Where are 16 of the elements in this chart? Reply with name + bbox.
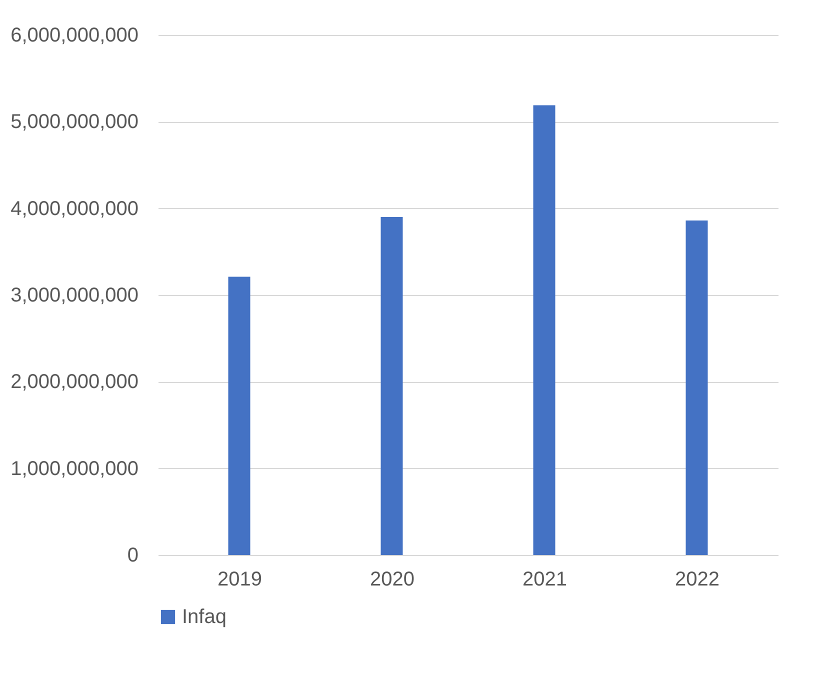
y-tick-label: 5,000,000,000: [10, 111, 138, 134]
y-tick-label: 4,000,000,000: [10, 198, 138, 220]
x-tick-label: 2021: [522, 568, 567, 590]
legend-label: Infaq: [182, 606, 226, 628]
y-tick-label: 6,000,000,000: [10, 24, 138, 46]
bar: [686, 220, 708, 555]
y-tick-label: 3,000,000,000: [10, 284, 138, 306]
y-tick-label: 2,000,000,000: [10, 371, 138, 394]
y-tick-label: 0: [127, 544, 138, 566]
y-tick-label: 1,000,000,000: [10, 458, 138, 480]
bar: [533, 105, 556, 555]
x-tick-label: 2020: [370, 568, 414, 590]
bar: [380, 217, 403, 555]
x-tick-label: 2019: [218, 568, 262, 590]
bar: [228, 276, 250, 555]
x-tick-label: 2022: [675, 568, 720, 590]
